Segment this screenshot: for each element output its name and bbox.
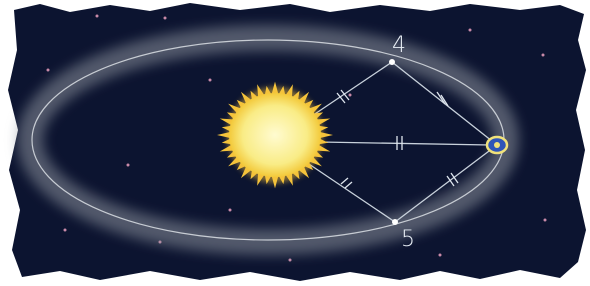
page: 4 5 (() => { const data = JSON.parse(doc…: [0, 0, 590, 286]
point-label: 4: [392, 33, 406, 58]
diagram: 4 5: [0, 0, 590, 286]
point-4: [389, 59, 395, 65]
sun-core: [229, 93, 321, 177]
point-5: [392, 219, 398, 225]
earth: [487, 137, 507, 153]
point-label: 5: [401, 227, 415, 252]
